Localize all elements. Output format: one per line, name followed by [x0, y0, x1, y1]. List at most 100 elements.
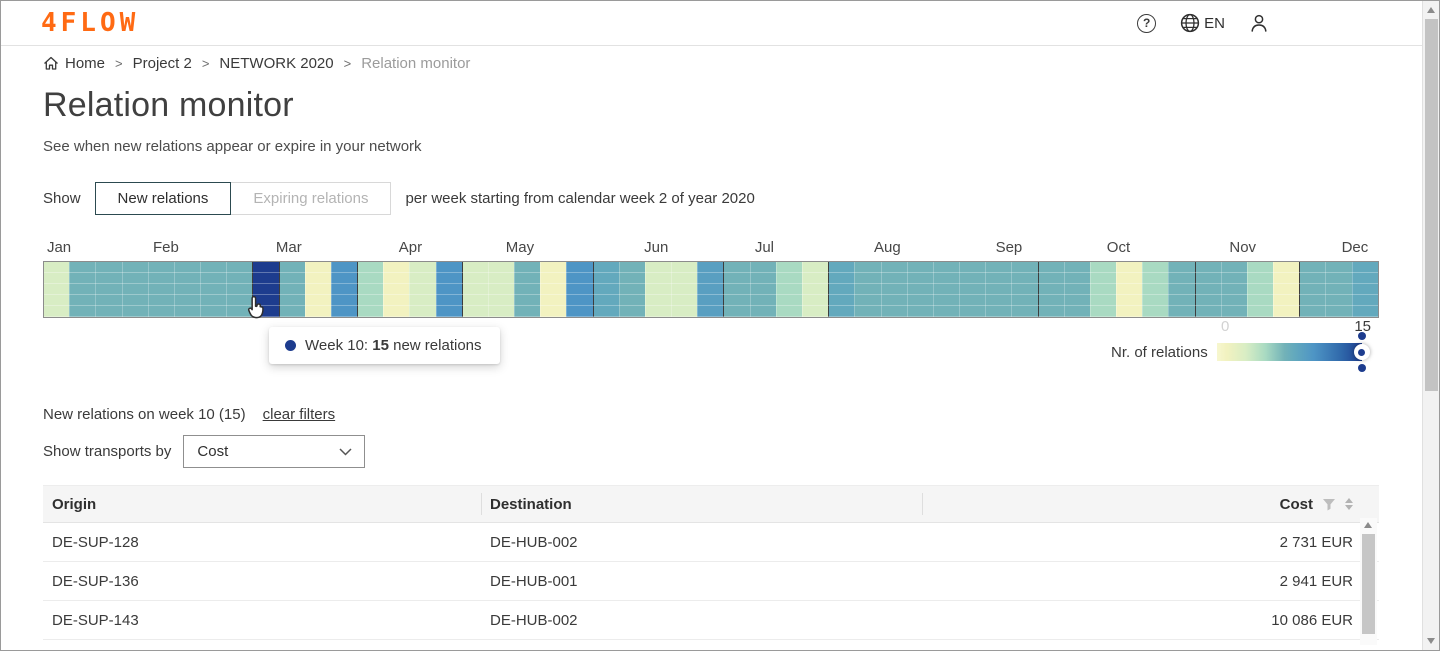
table-row[interactable]: DE-SUP-136 DE-HUB-001 2 941 EUR	[43, 562, 1379, 601]
handle-dot-top	[1357, 332, 1366, 340]
table-body: DE-SUP-128 DE-HUB-002 2 731 EUR DE-SUP-136 D…	[43, 523, 1379, 640]
legend-range-handle[interactable]	[1353, 332, 1370, 372]
month-label-sep: Sep	[995, 239, 1023, 256]
legend-label: Nr. of relations	[1111, 343, 1208, 361]
heatmap-week-18[interactable]	[461, 262, 488, 317]
month-label-mar: Mar	[275, 239, 302, 256]
cell-destination: DE-HUB-002	[490, 533, 578, 551]
table-scrollbar[interactable]	[1360, 518, 1377, 645]
heatmap-week-2[interactable]	[44, 262, 70, 317]
breadcrumb-home[interactable]: Home	[43, 55, 105, 72]
header-divider	[922, 493, 923, 515]
cell-destination: DE-HUB-002	[490, 611, 578, 629]
heatmap-week-44[interactable]	[1142, 262, 1169, 317]
heatmap-week-35[interactable]	[906, 262, 933, 317]
heatmap-week-32[interactable]	[828, 262, 855, 317]
breadcrumb-project[interactable]: Project 2	[132, 55, 192, 72]
language-label: EN	[1204, 14, 1225, 32]
page-scroll-down-arrow[interactable]	[1427, 638, 1435, 644]
heatmap-week-11[interactable]	[278, 262, 305, 317]
show-label: Show	[43, 190, 81, 207]
heatmap-week-30[interactable]	[775, 262, 802, 317]
page-scrollbar-thumb[interactable]	[1425, 19, 1438, 391]
heatmap-week-17[interactable]	[435, 262, 462, 317]
heatmap-week-8[interactable]	[200, 262, 227, 317]
table-row[interactable]: DE-SUP-128 DE-HUB-002 2 731 EUR	[43, 523, 1379, 562]
heatmap-week-25[interactable]	[644, 262, 672, 317]
heatmap-week-7[interactable]	[173, 262, 201, 317]
heatmap-week-23[interactable]	[592, 262, 619, 317]
heatmap-week-27[interactable]	[697, 262, 724, 317]
heatmap-week-28[interactable]	[723, 262, 750, 317]
help-icon[interactable]: ?	[1137, 13, 1157, 33]
heatmap-week-34[interactable]	[880, 262, 907, 317]
heatmap-week-41[interactable]	[1063, 262, 1090, 317]
table-scroll-up-arrow[interactable]	[1364, 522, 1372, 528]
user-icon[interactable]	[1249, 13, 1269, 33]
period-text: per week starting from calendar week 2 o…	[405, 190, 755, 207]
heatmap-week-4[interactable]	[95, 262, 122, 317]
column-header-cost[interactable]: Cost	[1019, 496, 1379, 513]
heatmap-week-31[interactable]	[801, 262, 829, 317]
clear-filters-link[interactable]: clear filters	[262, 406, 336, 423]
handle-dot-bottom	[1357, 364, 1366, 372]
heatmap-week-40[interactable]	[1037, 262, 1064, 317]
week-tooltip: Week 10: 15 new relations	[269, 327, 500, 364]
heatmap-week-6[interactable]	[147, 262, 174, 317]
month-label-aug: Aug	[873, 239, 901, 256]
legend-max-label: 15	[1354, 318, 1371, 335]
column-header-origin: Origin	[52, 495, 97, 513]
heatmap-week-38[interactable]	[985, 262, 1012, 317]
month-axis: Jan Feb Mar Apr May Jun Jul Aug Sep Oct Nov Dec	[43, 239, 1379, 261]
heatmap-week-24[interactable]	[618, 262, 645, 317]
heatmap-week-21[interactable]	[540, 262, 567, 317]
logo-4flow[interactable]: 4FLOW	[41, 8, 140, 38]
heatmap-footer: Week 10: 15 new relations 0 15 Nr. of re…	[43, 318, 1379, 404]
heatmap-week-29[interactable]	[749, 262, 776, 317]
heatmap-week-45[interactable]	[1168, 262, 1195, 317]
heatmap-week-20[interactable]	[514, 262, 541, 317]
heatmap-week-46[interactable]	[1194, 262, 1221, 317]
heatmap-week-37[interactable]	[959, 262, 986, 317]
heatmap-week-5[interactable]	[121, 262, 148, 317]
heatmap-week-43[interactable]	[1116, 262, 1143, 317]
language-switcher[interactable]: EN	[1180, 13, 1225, 33]
page-scrollbar[interactable]	[1422, 1, 1439, 650]
heatmap-week-3[interactable]	[69, 262, 96, 317]
heatmap-week-39[interactable]	[1011, 262, 1038, 317]
heatmap-week-33[interactable]	[854, 262, 881, 317]
toggle-expiring-relations[interactable]: Expiring relations	[231, 182, 392, 215]
heatmap-week-52[interactable]	[1351, 262, 1378, 317]
heatmap-week-36[interactable]	[932, 262, 960, 317]
heatmap-week-50[interactable]	[1299, 262, 1326, 317]
filter-funnel-icon[interactable]	[1322, 498, 1336, 511]
breadcrumb-network[interactable]: NETWORK 2020	[219, 55, 334, 72]
color-legend: 0 15 Nr. of relations	[1111, 318, 1379, 372]
heatmap-week-13[interactable]	[330, 262, 358, 317]
heatmap-week-15[interactable]	[383, 262, 410, 317]
relations-heatmap: Jan Feb Mar Apr May Jun Jul Aug Sep Oct Nov Dec	[43, 239, 1379, 319]
sort-icon[interactable]	[1345, 498, 1353, 510]
heatmap-week-26[interactable]	[671, 262, 698, 317]
heatmap-week-12[interactable]	[304, 262, 331, 317]
heatmap-week-9[interactable]	[226, 262, 253, 317]
heatmap-week-51[interactable]	[1325, 262, 1352, 317]
heatmap-week-48[interactable]	[1246, 262, 1274, 317]
cursor-icon	[247, 295, 264, 319]
heatmap-week-19[interactable]	[487, 262, 515, 317]
heatmap-week-47[interactable]	[1220, 262, 1247, 317]
heatmap-week-22[interactable]	[566, 262, 593, 317]
heatmap-week-14[interactable]	[357, 262, 384, 317]
table-scrollbar-thumb[interactable]	[1362, 534, 1375, 634]
heatmap-week-42[interactable]	[1089, 262, 1117, 317]
heatmap-week-49[interactable]	[1273, 262, 1300, 317]
page-scroll-up-arrow[interactable]	[1427, 7, 1435, 13]
table-row[interactable]: DE-SUP-143 DE-HUB-002 10 086 EUR	[43, 601, 1379, 640]
heatmap-week-16[interactable]	[409, 262, 436, 317]
breadcrumb-separator: >	[343, 56, 352, 71]
breadcrumb: Home > Project 2 > NETWORK 2020 > Relati…	[43, 55, 1379, 72]
transports-label: Show transports by	[43, 443, 172, 460]
toggle-new-relations[interactable]: New relations	[94, 182, 232, 215]
transports-select[interactable]: Cost	[183, 435, 366, 468]
header-divider	[481, 493, 482, 515]
